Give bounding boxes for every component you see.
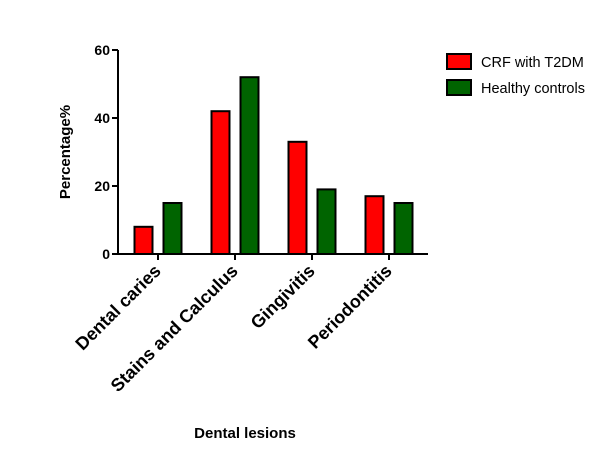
y-tick-label: 40 (94, 110, 110, 126)
y-axis-title: Percentage% (57, 105, 74, 199)
legend: CRF with T2DM Healthy controls (446, 53, 585, 97)
bar-crf-with-t2dm (210, 110, 231, 255)
bars-layer (133, 76, 414, 256)
x-category-label: Stains and Calculus (107, 261, 242, 396)
bar-healthy-controls (316, 188, 337, 255)
bar-crf-with-t2dm (133, 225, 154, 256)
legend-label: CRF with T2DM (481, 55, 584, 71)
y-tick-label: 0 (102, 246, 110, 262)
x-axis-title: Dental lesions (194, 425, 296, 442)
bar-crf-with-t2dm (287, 140, 308, 255)
y-tick-label: 20 (94, 178, 110, 194)
bar-crf-with-t2dm (364, 195, 385, 255)
bar-healthy-controls (239, 76, 260, 255)
axes-layer (117, 50, 428, 255)
y-ticks: 0 20 40 60 (94, 42, 118, 262)
bar-healthy-controls (393, 202, 414, 255)
y-tick-label: 60 (94, 42, 110, 58)
legend-swatch (446, 79, 472, 96)
legend-swatch (446, 53, 472, 70)
x-category-label: Gingivitis (247, 261, 319, 333)
bar-healthy-controls (162, 202, 183, 255)
legend-label: Healthy controls (481, 81, 585, 97)
